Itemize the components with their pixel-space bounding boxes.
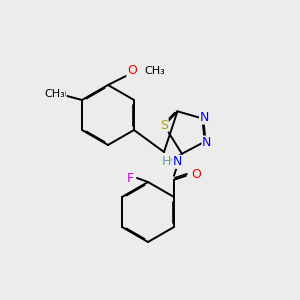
Text: N: N bbox=[172, 155, 182, 168]
Text: N: N bbox=[202, 136, 212, 149]
Text: H: H bbox=[161, 155, 171, 168]
Text: O: O bbox=[127, 64, 137, 77]
Text: CH₃: CH₃ bbox=[44, 89, 65, 99]
Text: CH₃: CH₃ bbox=[144, 66, 165, 76]
Text: O: O bbox=[56, 88, 66, 100]
Text: O: O bbox=[191, 168, 201, 181]
Text: S: S bbox=[160, 119, 168, 132]
Text: F: F bbox=[126, 172, 134, 184]
Text: N: N bbox=[200, 111, 209, 124]
